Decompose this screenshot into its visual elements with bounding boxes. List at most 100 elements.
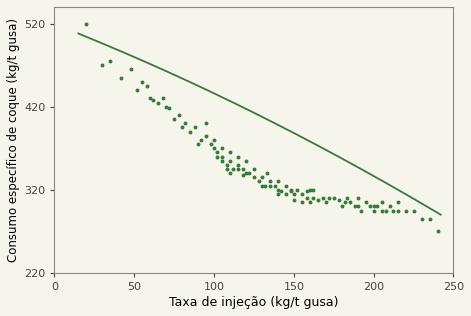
Point xyxy=(134,88,141,93)
Point xyxy=(290,191,298,197)
Point xyxy=(218,154,226,159)
Point xyxy=(271,183,278,188)
Point xyxy=(346,200,354,205)
Point xyxy=(98,63,106,68)
Point xyxy=(226,150,234,155)
Point xyxy=(274,191,282,197)
Point xyxy=(322,200,330,205)
Point xyxy=(223,162,231,167)
Point xyxy=(127,67,135,72)
Point xyxy=(282,191,290,197)
Point xyxy=(410,208,417,213)
Point xyxy=(255,179,262,184)
X-axis label: Taxa de injeção (kg/t gusa): Taxa de injeção (kg/t gusa) xyxy=(169,296,339,309)
Point xyxy=(287,187,294,192)
Point xyxy=(202,121,210,126)
Point xyxy=(282,183,290,188)
Point xyxy=(386,204,393,209)
Point xyxy=(118,75,125,80)
Point xyxy=(210,146,218,151)
Point xyxy=(314,197,322,202)
Point xyxy=(82,21,90,26)
Point xyxy=(143,83,151,88)
Point xyxy=(338,204,346,209)
Point xyxy=(394,200,401,205)
Point xyxy=(202,133,210,138)
Point xyxy=(223,167,231,172)
Point xyxy=(309,187,317,192)
Point xyxy=(394,208,401,213)
Point xyxy=(330,196,338,201)
Point xyxy=(378,200,385,205)
Point xyxy=(266,179,274,184)
Point xyxy=(179,125,186,130)
Point xyxy=(218,146,226,151)
Point xyxy=(138,79,146,84)
Point xyxy=(319,196,326,201)
Point xyxy=(354,204,361,209)
Point xyxy=(309,196,317,201)
Point xyxy=(402,208,409,213)
Point xyxy=(362,200,369,205)
Y-axis label: Consumo específico de coque (kg/t gusa): Consumo específico de coque (kg/t gusa) xyxy=(7,18,20,262)
Point xyxy=(287,189,294,194)
Point xyxy=(373,204,381,209)
Point xyxy=(354,196,361,201)
Point xyxy=(210,137,218,143)
Point xyxy=(213,154,221,159)
Point xyxy=(298,200,306,205)
Point xyxy=(181,121,189,126)
Point xyxy=(250,167,258,172)
Point xyxy=(207,142,215,147)
Point xyxy=(226,158,234,163)
Point xyxy=(150,98,157,103)
Point xyxy=(234,154,242,159)
Point xyxy=(226,171,234,176)
Point xyxy=(370,208,377,213)
Point xyxy=(146,96,154,101)
Point xyxy=(197,137,205,143)
Point xyxy=(234,162,242,167)
Point xyxy=(175,112,183,118)
Point xyxy=(306,200,314,205)
Point xyxy=(306,187,314,192)
Point xyxy=(171,117,178,122)
Point xyxy=(382,208,390,213)
Point xyxy=(166,106,173,111)
Point xyxy=(335,197,342,202)
Point xyxy=(434,229,441,234)
Point xyxy=(213,150,221,155)
Point xyxy=(274,187,282,192)
Point xyxy=(303,196,310,201)
Point xyxy=(245,171,253,176)
Point xyxy=(341,200,349,205)
Point xyxy=(389,208,397,213)
Point xyxy=(426,216,433,222)
Point xyxy=(277,189,285,194)
Point xyxy=(239,172,246,177)
Point xyxy=(106,58,114,64)
Point xyxy=(258,183,266,188)
Point xyxy=(378,208,385,213)
Point xyxy=(229,167,237,172)
Point xyxy=(351,204,358,209)
Point xyxy=(218,158,226,163)
Point xyxy=(239,167,246,172)
Point xyxy=(303,189,310,194)
Point xyxy=(261,183,269,188)
Point xyxy=(258,175,266,180)
Point xyxy=(290,197,298,202)
Point xyxy=(159,96,167,101)
Point xyxy=(242,171,250,176)
Point xyxy=(370,204,377,209)
Point xyxy=(234,167,242,172)
Point xyxy=(195,142,202,147)
Point xyxy=(266,183,274,188)
Point xyxy=(293,187,301,192)
Point xyxy=(343,196,350,201)
Point xyxy=(191,125,199,130)
Point xyxy=(274,179,282,184)
Point xyxy=(187,129,194,134)
Point xyxy=(418,216,425,222)
Point xyxy=(263,171,270,176)
